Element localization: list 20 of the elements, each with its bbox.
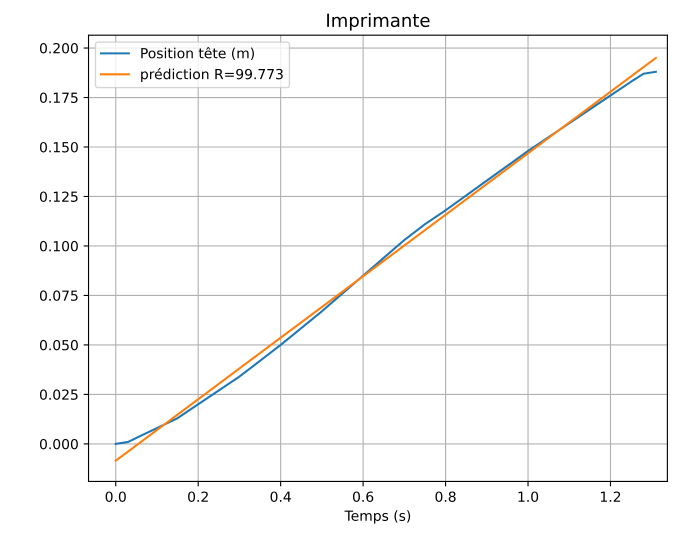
y-tick-label: 0.100	[40, 240, 78, 252]
y-tick-label: 0.000	[40, 438, 78, 450]
y-tick-label: 0.075	[40, 290, 78, 301]
y-tick-label: 0.025	[40, 389, 78, 400]
legend-label: prédiction R=99.773	[141, 68, 283, 82]
x-tick-label: 0.8	[435, 491, 456, 502]
x-tick-label: 0.2	[188, 491, 208, 502]
y-tick-label: 0.050	[40, 340, 78, 350]
x-tick-label: 0.0	[106, 491, 126, 502]
y-tick-label: 0.200	[40, 43, 78, 54]
x-tick-label: 1.2	[600, 491, 620, 502]
y-tick-label: 0.175	[40, 92, 78, 103]
x-tick-label: 0.6	[352, 491, 374, 502]
x-tick-label: 1.0	[518, 491, 538, 502]
y-tick-label: 0.125	[40, 191, 78, 202]
legend-label: Position tête (m)	[141, 47, 254, 60]
x-axis-title: Temps (s)	[344, 510, 410, 524]
chart-title: Imprimante	[327, 13, 430, 31]
y-tick-label: 0.150	[40, 142, 78, 152]
x-tick-label: 0.4	[270, 491, 291, 502]
